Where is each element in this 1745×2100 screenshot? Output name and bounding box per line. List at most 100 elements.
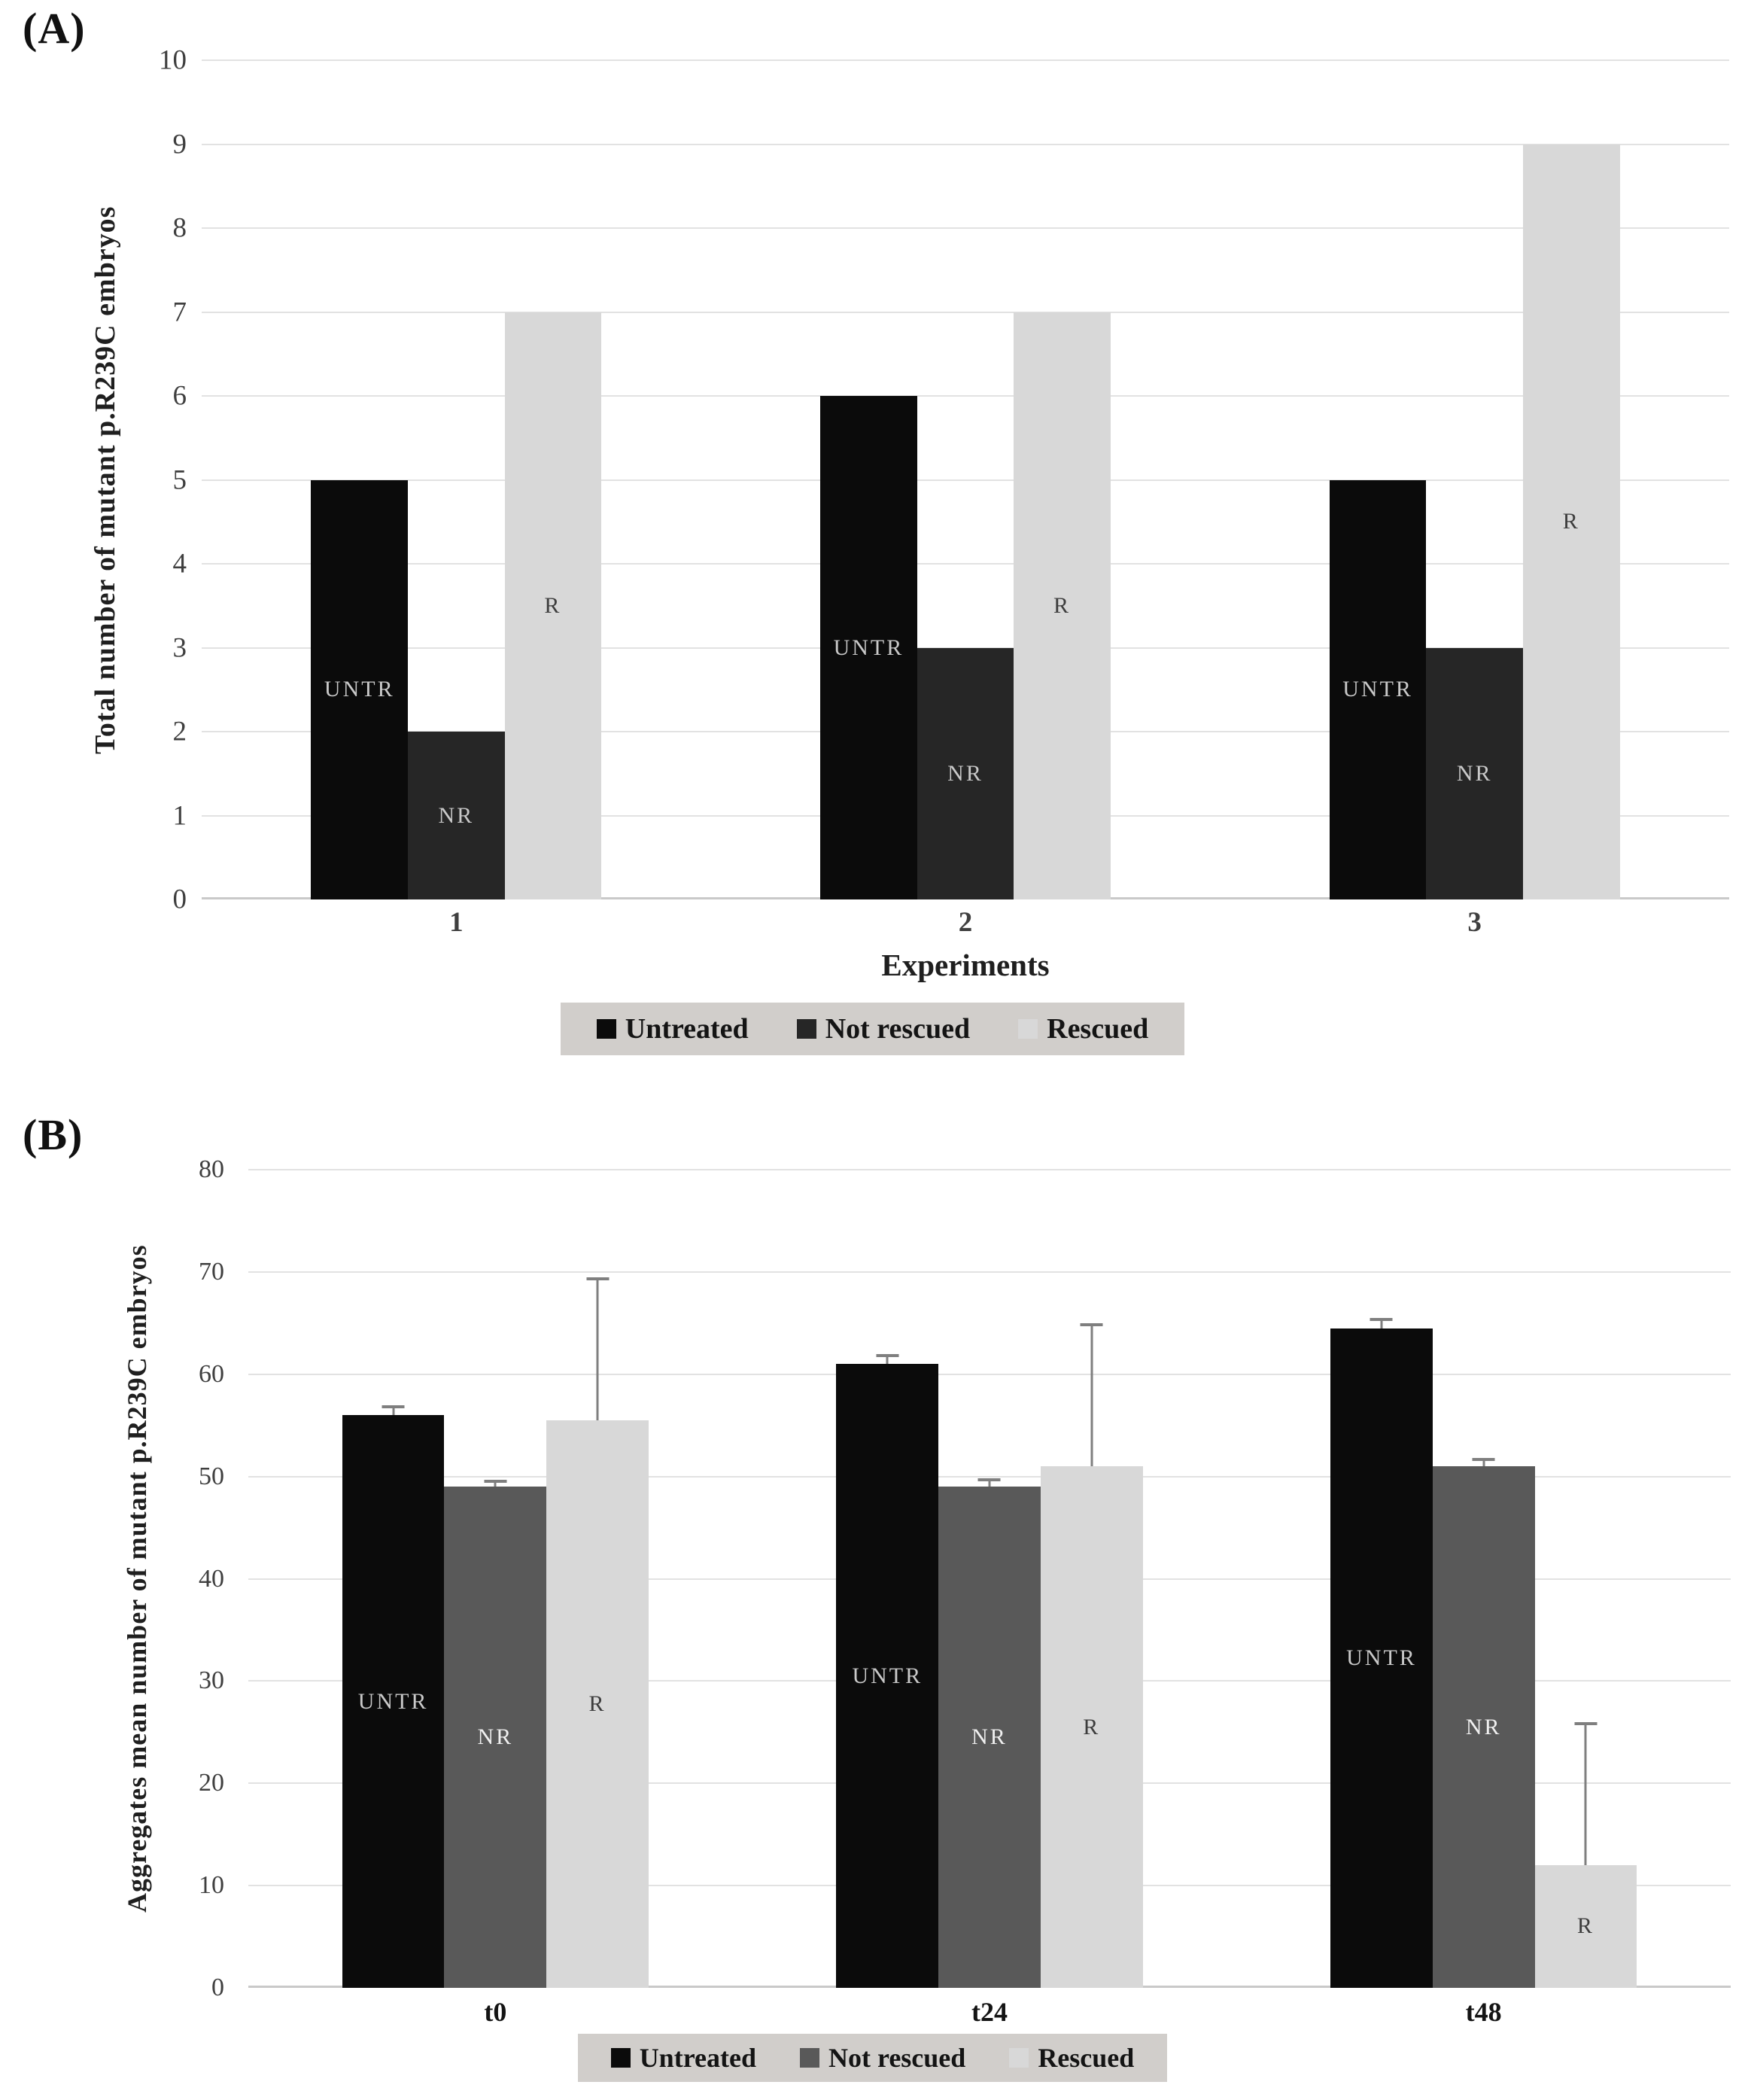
x-tick-label-2: 2 (958, 907, 973, 938)
gridline-80 (248, 1169, 1731, 1170)
bar-label-not-rescued-t24: NR (971, 1724, 1008, 1750)
bar-label-not-rescued-2: NR (947, 760, 983, 786)
gridline-70 (248, 1271, 1731, 1273)
y-tick-label-3: 3 (172, 632, 187, 663)
bar-groups: UNTR NR R UNTR NR R UNTR NR R (248, 1170, 1731, 1988)
gridline-50 (248, 1475, 1731, 1478)
bar-slot-untreated-t0: UNTR (342, 1170, 445, 1988)
bar-slot-not-rescued-t0: NR (444, 1170, 547, 1988)
gridline-4 (202, 563, 1729, 565)
bars-1: UNTR NR R (311, 60, 602, 899)
legend-swatch-not-rescued (800, 2048, 819, 2068)
category-group-1: UNTR NR R (202, 60, 711, 899)
x-tick-label-3: 3 (1467, 907, 1482, 938)
legend-swatch-not-rescued (796, 1019, 816, 1039)
bar-label-rescued-2: R (1053, 592, 1072, 618)
error-bar-not-rescued-t48 (1472, 1458, 1495, 1467)
gridline-6 (202, 395, 1729, 397)
bar-rescued-3: R (1522, 144, 1620, 899)
legend-swatch-rescued (1009, 2048, 1029, 2068)
bar-not-rescued-2: NR (917, 647, 1014, 899)
y-tick-label-0: 0 (211, 1974, 224, 2001)
bar-slot-untreated-1: UNTR (311, 60, 409, 899)
bar-label-not-rescued-1: NR (438, 802, 475, 828)
y-tick-label-8: 8 (172, 212, 187, 244)
legend-box-a: Untreated Not rescued Rescued (560, 1003, 1185, 1055)
x-tick-label-t48: t48 (1465, 1997, 1502, 2027)
bar-rescued-t0: R (546, 1420, 649, 1988)
bar-slot-rescued-t24: R (1040, 1170, 1143, 1988)
gridline-3 (202, 647, 1729, 649)
bar-label-untreated-t0: UNTR (357, 1688, 429, 1714)
y-tick-label-1: 1 (172, 800, 187, 831)
y-tick-label-7: 7 (172, 297, 187, 327)
bar-slot-not-rescued-3: NR (1426, 60, 1523, 899)
bar-untreated-1: UNTR (311, 479, 409, 899)
x-tick-label-1: 1 (449, 907, 464, 938)
error-bar-untreated-t48 (1370, 1318, 1393, 1328)
x-axis-b: t0 t24 t48 (248, 1996, 1731, 2028)
legend-label-not-rescued: Not rescued (825, 1013, 971, 1045)
y-axis-b: 0 10 20 30 40 50 60 70 80 (135, 1157, 224, 2001)
bar-slot-untreated-2: UNTR (820, 60, 917, 899)
y-tick-label-50: 50 (199, 1462, 224, 1490)
x-axis-title-a: Experiments (881, 948, 1050, 982)
legend-label-rescued: Rescued (1047, 1013, 1149, 1045)
error-bar-cap (876, 1353, 899, 1357)
bar-label-not-rescued-t48: NR (1465, 1714, 1502, 1739)
legend-b: Untreated Not rescued Rescued (0, 2034, 1745, 2082)
y-tick-label-10: 10 (159, 44, 187, 76)
error-bar-cap (484, 1479, 507, 1483)
bars-t48: UNTR NR R (1330, 1170, 1637, 1988)
gridline-10 (202, 59, 1729, 61)
bar-label-untreated-1: UNTR (324, 677, 395, 702)
bar-label-untreated-t48: UNTR (1346, 1645, 1417, 1670)
bar-slot-untreated-3: UNTR (1329, 60, 1427, 899)
bar-not-rescued-1: NR (408, 732, 505, 899)
bar-label-untreated-t24: UNTR (852, 1663, 923, 1688)
bar-label-not-rescued-3: NR (1456, 760, 1493, 786)
bars-t0: UNTR NR R (342, 1170, 649, 1988)
error-bar-cap (977, 1478, 1001, 1482)
bar-untreated-t48: UNTR (1330, 1328, 1433, 1988)
bar-rescued-t48: R (1534, 1864, 1637, 1988)
gridline-20 (248, 1782, 1731, 1785)
bar-untreated-t24: UNTR (836, 1364, 939, 1988)
bars-t24: UNTR NR R (836, 1170, 1143, 1988)
category-group-t48: UNTR NR R (1236, 1170, 1731, 1988)
plot-area-a: UNTR NR R UNTR NR R UNTR NR R (202, 59, 1729, 899)
error-bar-rescued-t0 (586, 1277, 610, 1420)
panel-b-label: (B) (23, 1110, 84, 1159)
legend-item-rescued: Rescued (1009, 2042, 1134, 2074)
bar-rescued-1: R (504, 312, 602, 899)
bars-3: UNTR NR R (1329, 60, 1620, 899)
y-tick-label-9: 9 (172, 129, 187, 160)
y-axis-title-a: Total number of mutant p.R239C embryos (90, 205, 121, 754)
error-bar-cap (1080, 1322, 1103, 1326)
y-tick-label-5: 5 (172, 464, 187, 495)
bar-label-rescued-t0: R (588, 1691, 606, 1716)
bar-label-untreated-3: UNTR (1342, 677, 1413, 702)
bar-label-untreated-2: UNTR (833, 635, 904, 660)
bar-not-rescued-t48: NR (1432, 1466, 1535, 1988)
bar-untreated-3: UNTR (1329, 479, 1427, 899)
legend-swatch-untreated (610, 2048, 631, 2068)
error-bar-cap (382, 1405, 405, 1408)
gridline-5 (202, 479, 1729, 481)
category-group-t0: UNTR NR R (248, 1170, 743, 1988)
bars-2: UNTR NR R (820, 60, 1111, 899)
y-tick-label-4: 4 (172, 548, 187, 580)
legend-label-untreated: Untreated (639, 2043, 756, 2073)
y-tick-label-40: 40 (199, 1564, 224, 1593)
bar-slot-rescued-t48: R (1534, 1170, 1637, 1988)
panel-a-label: (A) (23, 4, 86, 53)
y-tick-label-6: 6 (172, 380, 187, 412)
bar-not-rescued-t0: NR (444, 1487, 547, 1988)
bar-slot-untreated-t24: UNTR (836, 1170, 939, 1988)
y-axis-a: 0 1 2 3 4 5 6 7 8 9 10 (98, 47, 187, 914)
plot-area-b: UNTR NR R UNTR NR R UNTR NR R (248, 1169, 1731, 1988)
legend-item-untreated: Untreated (596, 1012, 749, 1045)
gridline-30 (248, 1680, 1731, 1682)
